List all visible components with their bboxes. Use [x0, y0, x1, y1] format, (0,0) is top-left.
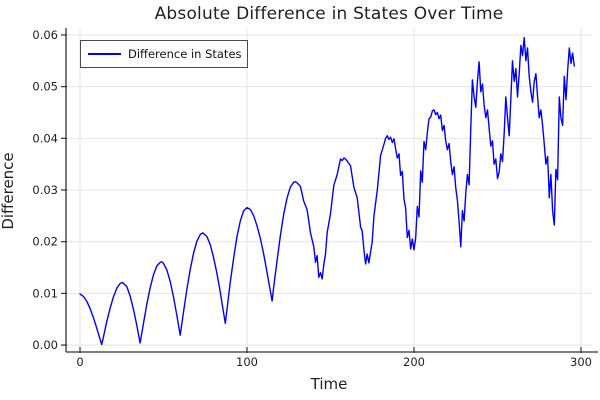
x-tick-label: 0 — [76, 355, 83, 369]
legend-line-sample — [88, 53, 121, 55]
y-tick-label: 0.06 — [32, 28, 58, 42]
legend: Difference in States — [80, 40, 248, 68]
legend-label: Difference in States — [128, 47, 242, 61]
y-tick-label: 0.01 — [32, 286, 58, 300]
chart-title: Absolute Difference in States Over Time — [154, 4, 504, 24]
x-tick-label: 200 — [403, 355, 425, 369]
x-axis-label: Time — [310, 375, 348, 393]
y-tick-label: 0.05 — [32, 80, 58, 94]
x-tick-label: 300 — [570, 355, 592, 369]
series-line — [79, 36, 575, 346]
y-tick-label: 0.03 — [32, 183, 58, 197]
y-tick-label: 0.02 — [32, 235, 58, 249]
y-tick-label: 0.04 — [32, 131, 58, 145]
x-tick-label: 100 — [236, 355, 258, 369]
y-tick-label: 0.00 — [32, 338, 58, 352]
